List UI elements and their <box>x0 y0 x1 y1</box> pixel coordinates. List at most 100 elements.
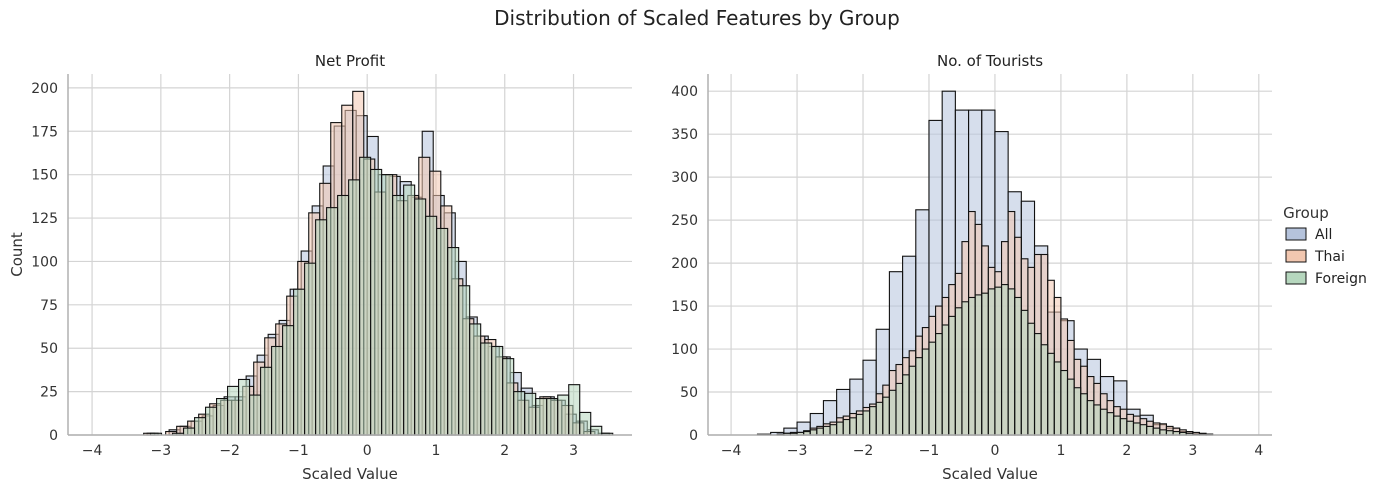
panel-title: Net Profit <box>315 52 385 70</box>
y-tick-label: 350 <box>671 127 698 143</box>
x-tick-label: 4 <box>1254 443 1263 459</box>
histogram-bar-foreign <box>1132 422 1141 436</box>
y-tick-label: 0 <box>689 428 698 444</box>
y-tick-label: 50 <box>40 341 58 357</box>
histogram-bar-foreign <box>921 348 930 436</box>
y-tick-label: 100 <box>31 254 58 270</box>
histogram-bar-foreign <box>579 411 592 436</box>
legend-swatch-thai <box>1285 249 1307 263</box>
x-tick-label: 1 <box>1056 443 1065 459</box>
histogram-bar-foreign <box>524 392 537 436</box>
histogram-bar-foreign <box>895 382 904 436</box>
x-tick-label: −2 <box>219 443 240 459</box>
x-tick-label: −3 <box>787 443 808 459</box>
histogram-bar-foreign <box>974 294 983 436</box>
histogram-bar-foreign <box>1000 284 1009 436</box>
histogram-bar-foreign <box>1152 427 1161 436</box>
x-tick-label: −1 <box>288 443 309 459</box>
x-tick-label: −2 <box>853 443 874 459</box>
histogram-bar-foreign <box>568 384 581 436</box>
y-tick-label: 0 <box>49 428 58 444</box>
histogram-bar-foreign <box>480 342 493 436</box>
histogram-bar-foreign <box>469 323 482 436</box>
histogram-bar-foreign <box>590 425 603 436</box>
histogram-bar-foreign <box>809 429 818 436</box>
histogram-bar-foreign <box>502 358 515 436</box>
legend-label-thai: Thai <box>1314 249 1345 265</box>
y-tick-label: 125 <box>31 211 58 227</box>
y-tick-label: 250 <box>671 213 698 229</box>
y-axis-label: Count <box>8 232 26 277</box>
histogram-bar-foreign <box>260 366 273 436</box>
y-tick-label: 300 <box>671 170 698 186</box>
histogram-bar-foreign <box>855 413 864 436</box>
histogram-bar-foreign <box>326 207 339 436</box>
histogram-bar-foreign <box>1066 378 1075 436</box>
histogram-bar-foreign <box>1027 322 1036 436</box>
legend-swatch-all <box>1285 227 1307 241</box>
histogram-bar-foreign <box>1073 387 1082 436</box>
x-tick-label: 2 <box>500 443 509 459</box>
y-tick-label: 400 <box>671 84 698 100</box>
y-tick-label: 175 <box>31 124 58 140</box>
histogram-bar-foreign <box>994 286 1003 436</box>
histogram-bar-foreign <box>954 307 963 436</box>
histogram-bar-foreign <box>381 174 394 436</box>
histogram-bar-foreign <box>194 417 207 436</box>
histogram-bar-foreign <box>183 427 196 436</box>
y-tick-label: 150 <box>31 168 58 184</box>
histogram-bar-foreign <box>849 417 857 436</box>
histogram-bar-foreign <box>961 301 970 436</box>
histogram-bar-foreign <box>941 324 950 436</box>
y-tick-label: 200 <box>671 256 698 272</box>
histogram-bar-foreign <box>315 219 328 436</box>
histogram-bar-foreign <box>875 401 884 436</box>
y-tick-label: 25 <box>40 385 58 401</box>
x-tick-label: 0 <box>363 443 372 459</box>
histogram-bar-foreign <box>1099 408 1108 436</box>
figure-title: Distribution of Scaled Features by Group <box>494 6 900 30</box>
histogram-bar-foreign <box>425 215 438 436</box>
x-tick-label: 3 <box>1188 443 1197 459</box>
histogram-bar-foreign <box>1014 296 1022 436</box>
histogram-bar-foreign <box>337 194 350 436</box>
histogram-bar-foreign <box>882 396 890 436</box>
histogram-bar-foreign <box>902 374 910 436</box>
histogram-bar-foreign <box>928 341 937 436</box>
x-axis-label: Scaled Value <box>942 465 1038 483</box>
histogram-bar-foreign <box>1020 309 1029 436</box>
y-tick-label: 100 <box>671 342 698 358</box>
histogram-bar-foreign <box>869 406 877 436</box>
y-tick-label: 200 <box>31 81 58 97</box>
histogram-bar-foreign <box>227 385 240 436</box>
x-tick-label: −3 <box>151 443 172 459</box>
histogram-bar-foreign <box>842 418 851 436</box>
histogram-bar-foreign <box>1119 418 1128 436</box>
histogram-bar-foreign <box>436 227 449 436</box>
y-tick-label: 50 <box>680 385 698 401</box>
x-tick-label: 0 <box>990 443 999 459</box>
histogram-bar-foreign <box>888 389 897 436</box>
histogram-bar-foreign <box>968 296 976 436</box>
histogram-bar-foreign <box>1106 412 1115 436</box>
histogram-bar-foreign <box>948 315 956 436</box>
histogram-bar-foreign <box>816 427 824 436</box>
x-tick-label: −4 <box>721 443 742 459</box>
histogram-bar-foreign <box>370 168 383 436</box>
histogram-bar-foreign <box>1053 361 1062 436</box>
legend-swatch-foreign <box>1285 271 1307 285</box>
histogram-bar-foreign <box>513 391 526 436</box>
panel-title: No. of Tourists <box>937 52 1043 70</box>
histogram-bar-foreign <box>981 292 989 436</box>
x-tick-label: −4 <box>82 443 103 459</box>
histogram-bar-foreign <box>915 357 923 436</box>
histogram-bar-foreign <box>1060 369 1069 436</box>
histogram-bar-foreign <box>216 398 229 436</box>
histogram-bar-foreign <box>1040 344 1049 436</box>
histogram-bar-foreign <box>205 406 218 436</box>
histogram-bar-foreign <box>557 394 570 436</box>
histogram-bar-foreign <box>249 394 262 436</box>
histogram-bar-foreign <box>1047 352 1055 436</box>
